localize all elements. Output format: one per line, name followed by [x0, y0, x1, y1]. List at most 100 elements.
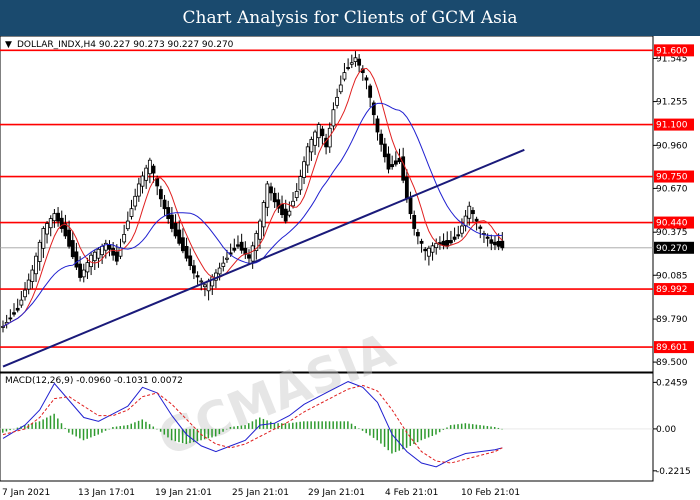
candle-body [81, 269, 86, 278]
macd-histogram-bar [225, 428, 228, 430]
macd-histogram-bar [394, 428, 397, 453]
macd-histogram-bar [317, 421, 320, 429]
macd-histogram-bar [284, 423, 287, 429]
macd-histogram-bar [438, 428, 441, 433]
macd-header: MACD(12,26,9) -0.0960 -0.1031 0.0072 [5, 376, 183, 386]
candle-body [291, 200, 295, 207]
macd-histogram-bar [453, 424, 456, 429]
macd-histogram-bar [372, 428, 375, 438]
candle-body [485, 236, 490, 239]
macd-histogram-bar [46, 417, 48, 429]
macd-histogram-bar [383, 428, 386, 447]
candle-body [107, 244, 112, 250]
candle-body [144, 167, 149, 181]
candle-body [59, 217, 64, 229]
candle-body [225, 257, 229, 260]
macd-histogram-bar [449, 425, 452, 429]
y-tick-label: 89.790 [656, 315, 688, 325]
macd-histogram-bar [90, 428, 92, 438]
level-label: 89.601 [656, 343, 688, 353]
candle-body [74, 251, 79, 268]
candle-body [232, 247, 237, 251]
candle-body [1, 326, 5, 328]
price-chart: ▼ DOLLAR_INDX,H4 90.227 90.273 90.227 90… [0, 36, 694, 498]
ma-fast-line [2, 67, 503, 327]
macd-histogram-bar [196, 428, 199, 442]
candle-body [48, 218, 53, 229]
macd-histogram-bar [251, 421, 254, 429]
current-price-box [654, 241, 694, 254]
collapse-triangle-icon[interactable]: ▼ [5, 40, 12, 50]
macd-histogram-bar [295, 422, 298, 429]
candle-body [158, 189, 163, 200]
macd-histogram-bar [181, 428, 184, 444]
candle-body [45, 223, 49, 235]
candle-body [254, 233, 259, 252]
candle-body [265, 183, 270, 208]
candle-body [368, 85, 373, 98]
candle-body [125, 220, 130, 230]
candle-body [140, 175, 145, 187]
macd-histogram-bar [145, 421, 147, 429]
macd-histogram-bar [325, 421, 327, 429]
macd-histogram-bar [159, 428, 162, 432]
macd-histogram-bar [391, 428, 393, 454]
macd-histogram-bar [5, 428, 8, 432]
level-label-box [654, 341, 694, 354]
macd-histogram-bar [387, 428, 389, 451]
candle-body [375, 118, 380, 133]
candle-body [96, 248, 101, 259]
current-price-label: 90.270 [656, 244, 688, 254]
macd-histogram-bar [442, 428, 445, 430]
macd-histogram-bar [71, 428, 74, 435]
candle-body [338, 84, 343, 93]
macd-histogram-bar [376, 428, 378, 441]
macd-histogram-bar [273, 423, 276, 429]
macd-histogram-bar [64, 427, 66, 429]
macd-histogram-bar [424, 428, 426, 439]
candle-body [133, 195, 138, 207]
x-tick-label: 4 Feb 21:01 [385, 488, 438, 498]
macd-histogram-bar [49, 415, 52, 429]
macd-histogram-bar [93, 428, 96, 436]
candle-body [320, 128, 325, 137]
candle-body [471, 210, 475, 215]
macd-histogram-bar [310, 421, 312, 429]
y-tick-label: 89.500 [656, 358, 688, 368]
macd-histogram-bar [167, 428, 169, 438]
macd-histogram-bar [262, 418, 265, 429]
candle-body [195, 275, 200, 278]
macd-histogram-bar [240, 425, 243, 429]
x-tick-label: 13 Jan 17:01 [78, 488, 135, 498]
macd-histogram-bar [57, 418, 59, 429]
x-tick-label: 25 Jan 21:01 [232, 488, 289, 498]
candle-body [180, 237, 185, 252]
candle-body [430, 245, 435, 253]
candle-body [401, 156, 406, 181]
macd-signal-line [2, 384, 503, 464]
y-tick-label: 90.960 [656, 141, 688, 151]
macd-histogram-bar [137, 420, 140, 429]
macd-histogram-bar [148, 424, 151, 429]
candle-body [177, 229, 182, 244]
macd-histogram-bar [413, 428, 415, 445]
candle-body [221, 262, 226, 267]
candle-body [19, 299, 24, 306]
macd-histogram-bar [229, 427, 232, 429]
level-label-box [654, 44, 694, 57]
level-label: 90.440 [656, 219, 688, 229]
candle-body [474, 218, 479, 222]
candle-body [169, 214, 174, 229]
candle-body [412, 215, 417, 229]
candle-body [298, 176, 303, 191]
macd-histogram-bar [398, 428, 401, 451]
macd-histogram-bar [68, 428, 70, 433]
candle-body [199, 280, 204, 283]
candle-body [478, 226, 483, 229]
candle-body [335, 96, 340, 106]
candle-body [203, 284, 207, 288]
candle-body [404, 176, 409, 200]
level-label: 91.600 [656, 46, 688, 56]
candle-body [173, 222, 178, 237]
candle-body [41, 228, 46, 249]
